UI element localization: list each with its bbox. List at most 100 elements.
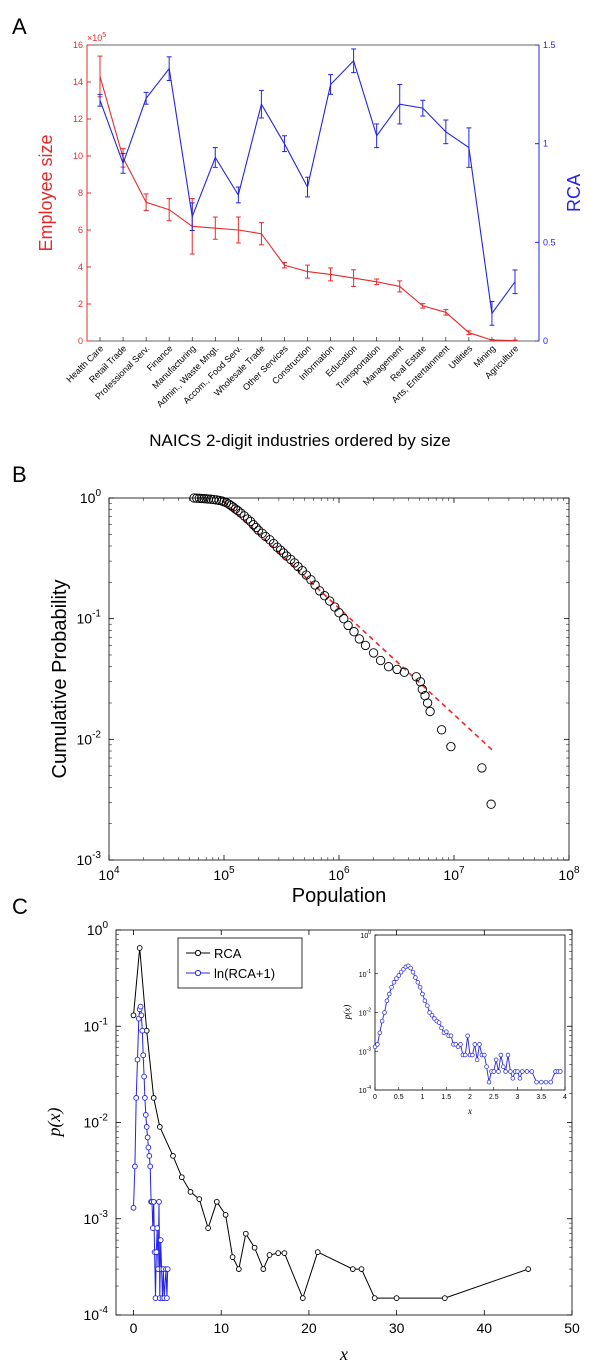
c-rca-point (281, 1250, 288, 1256)
inset-y-tick-label: 100 (360, 930, 371, 940)
panel-label-b: B (12, 462, 27, 487)
inset-point (422, 998, 428, 1004)
c-rca-point (178, 1174, 185, 1181)
a-left-tick-label: 16 (73, 40, 83, 50)
c-ln-point (134, 1056, 141, 1063)
inset-x-tick-label: 1 (421, 1094, 425, 1101)
c-rca-point (150, 1095, 157, 1101)
b-data-point (417, 684, 427, 694)
b-data-point (360, 640, 371, 651)
a-left-tick-label: 2 (78, 299, 83, 309)
b-data-point (197, 493, 207, 504)
c-rca-point (213, 1198, 220, 1205)
c-rca-point (299, 1295, 306, 1301)
b-data-point (375, 655, 386, 666)
inset-point (394, 976, 399, 981)
panel-a-xlabel: NAICS 2-digit industries ordered by size (149, 431, 450, 450)
b-data-point (486, 799, 496, 809)
a-left-tick-label: 14 (73, 77, 83, 87)
legend-ln-swatch-marker (194, 969, 202, 977)
c-rca-point (525, 1266, 532, 1272)
c-y-tick-label: 100 (87, 920, 109, 938)
inset-point (384, 998, 390, 1004)
inset-point (458, 1042, 463, 1047)
rca-line (99, 59, 516, 315)
legend-rca-label: RCA (214, 946, 242, 961)
b-data-point (275, 545, 286, 555)
c-ln-point (142, 1112, 149, 1118)
c-ln-point (132, 1163, 138, 1170)
inset-point (484, 1064, 489, 1069)
inset-point (463, 1052, 468, 1058)
inset-point (529, 1069, 535, 1074)
c-y-tick-label: 10-4 (84, 1305, 109, 1323)
inset-point (496, 1069, 501, 1074)
inset-point (417, 984, 423, 990)
inset-point (425, 1003, 430, 1008)
c-rca-point (156, 1124, 163, 1130)
c-rca-point (266, 1252, 273, 1258)
b-data-point (477, 763, 487, 773)
inset-x-tick-label: 3.5 (536, 1094, 546, 1101)
inset-x-tick-label: 0 (373, 1094, 377, 1101)
inset-y-tick-label: 10-1 (359, 969, 371, 979)
legend-box (177, 937, 303, 989)
inset-point (427, 1010, 432, 1015)
inset-plot-frame (374, 934, 566, 1091)
b-data-point (189, 493, 199, 503)
b-data-point (253, 525, 264, 535)
b-data-point (228, 502, 238, 512)
inset-point (408, 965, 413, 971)
rca-distribution-line (133, 947, 529, 1300)
b-data-point (446, 741, 456, 752)
panel-label-a: A (12, 14, 27, 39)
b-data-point (422, 698, 433, 708)
inset-point (477, 1042, 482, 1047)
inset-point (444, 1029, 449, 1034)
inset-point (465, 1033, 470, 1039)
c-rca-point (358, 1266, 365, 1272)
c-ln-point (140, 1052, 147, 1059)
inset-point (548, 1079, 554, 1085)
c-y-tick-label: 10-1 (84, 1016, 109, 1034)
b-x-tick-label: 108 (558, 865, 580, 883)
inset-point (410, 969, 416, 975)
b-data-point (278, 548, 289, 558)
c-x-tick-label: 40 (477, 1320, 493, 1336)
panel-c-legend: RCA ln(RCA+1) (177, 937, 303, 989)
inset-x-tick-label: 2 (468, 1094, 472, 1101)
panel-a-chart: 0 2 4 6 8 10 12 14 16 0 0.5 1 1.5 ×105 Employee siz… (36, 32, 584, 450)
c-rca-point (170, 1153, 176, 1159)
b-y-tick-label: 10-3 (77, 850, 102, 868)
inset-point (375, 1042, 380, 1047)
panel-b-xlabel: Population (292, 885, 387, 907)
b-data-point (239, 511, 249, 521)
a-right-tick-label: 0.5 (543, 237, 556, 247)
c-ln-point (146, 1153, 153, 1159)
inset-point (503, 1069, 508, 1074)
inset-point (396, 973, 402, 978)
inset-point (470, 1052, 475, 1058)
legend-rca-swatch-marker (194, 949, 202, 957)
panel-a-left-ylabel: Employee size (36, 134, 56, 251)
b-data-point (425, 706, 435, 717)
c-rca-point (441, 1295, 448, 1301)
inset-point (420, 991, 425, 997)
panel-a-right-ylabel: RCA (564, 174, 584, 212)
b-data-point (354, 634, 364, 644)
inset-point (491, 1069, 497, 1074)
c-rca-point (136, 945, 143, 951)
inset-point (429, 1012, 435, 1018)
inset-x-tick-label: 2.5 (489, 1094, 499, 1101)
c-ln-point (156, 1198, 162, 1205)
b-data-point (251, 522, 261, 533)
inset-point (382, 1010, 387, 1015)
inset-point (389, 984, 394, 990)
inset-y-tick-label: 10-4 (359, 1085, 371, 1095)
c-ln-point (141, 1073, 147, 1080)
b-data-point (289, 558, 300, 568)
inset-point (543, 1079, 549, 1085)
a-left-tick-label: 0 (78, 336, 83, 346)
a-right-tick-label: 0 (543, 336, 548, 346)
